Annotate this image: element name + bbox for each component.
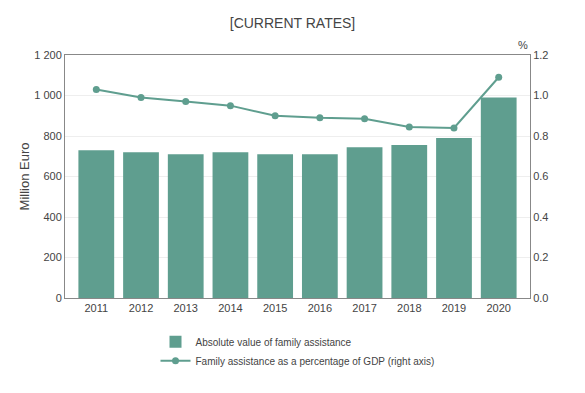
svg-text:2014: 2014 xyxy=(218,302,242,314)
svg-text:1.2: 1.2 xyxy=(533,49,548,61)
svg-text:2017: 2017 xyxy=(352,302,376,314)
svg-text:2013: 2013 xyxy=(173,302,197,314)
svg-text:2020: 2020 xyxy=(486,302,510,314)
svg-text:200: 200 xyxy=(43,251,61,263)
svg-text:%: % xyxy=(518,39,528,51)
svg-text:0: 0 xyxy=(56,292,62,304)
svg-text:0.6: 0.6 xyxy=(533,170,548,182)
svg-text:1 200: 1 200 xyxy=(34,49,62,61)
svg-text:Million Euro: Million Euro xyxy=(17,143,32,211)
svg-text:Family assistance as a percent: Family assistance as a percentage of GDP… xyxy=(196,356,435,367)
svg-text:800: 800 xyxy=(43,130,61,142)
svg-text:400: 400 xyxy=(43,211,61,223)
svg-text:2011: 2011 xyxy=(84,302,108,314)
svg-text:2019: 2019 xyxy=(442,302,466,314)
svg-text:2015: 2015 xyxy=(263,302,287,314)
svg-text:600: 600 xyxy=(43,170,61,182)
svg-text:0.4: 0.4 xyxy=(533,211,548,223)
svg-text:Absolute value of family assis: Absolute value of family assistance xyxy=(196,337,352,348)
svg-text:0.2: 0.2 xyxy=(533,251,548,263)
svg-text:1 000: 1 000 xyxy=(34,89,62,101)
svg-text:1.0: 1.0 xyxy=(533,89,548,101)
svg-text:2016: 2016 xyxy=(308,302,332,314)
svg-text:0.0: 0.0 xyxy=(533,292,548,304)
svg-text:2012: 2012 xyxy=(129,302,153,314)
svg-text:[CURRENT RATES]: [CURRENT RATES] xyxy=(230,15,356,31)
svg-text:0.8: 0.8 xyxy=(533,130,548,142)
svg-text:2018: 2018 xyxy=(397,302,421,314)
